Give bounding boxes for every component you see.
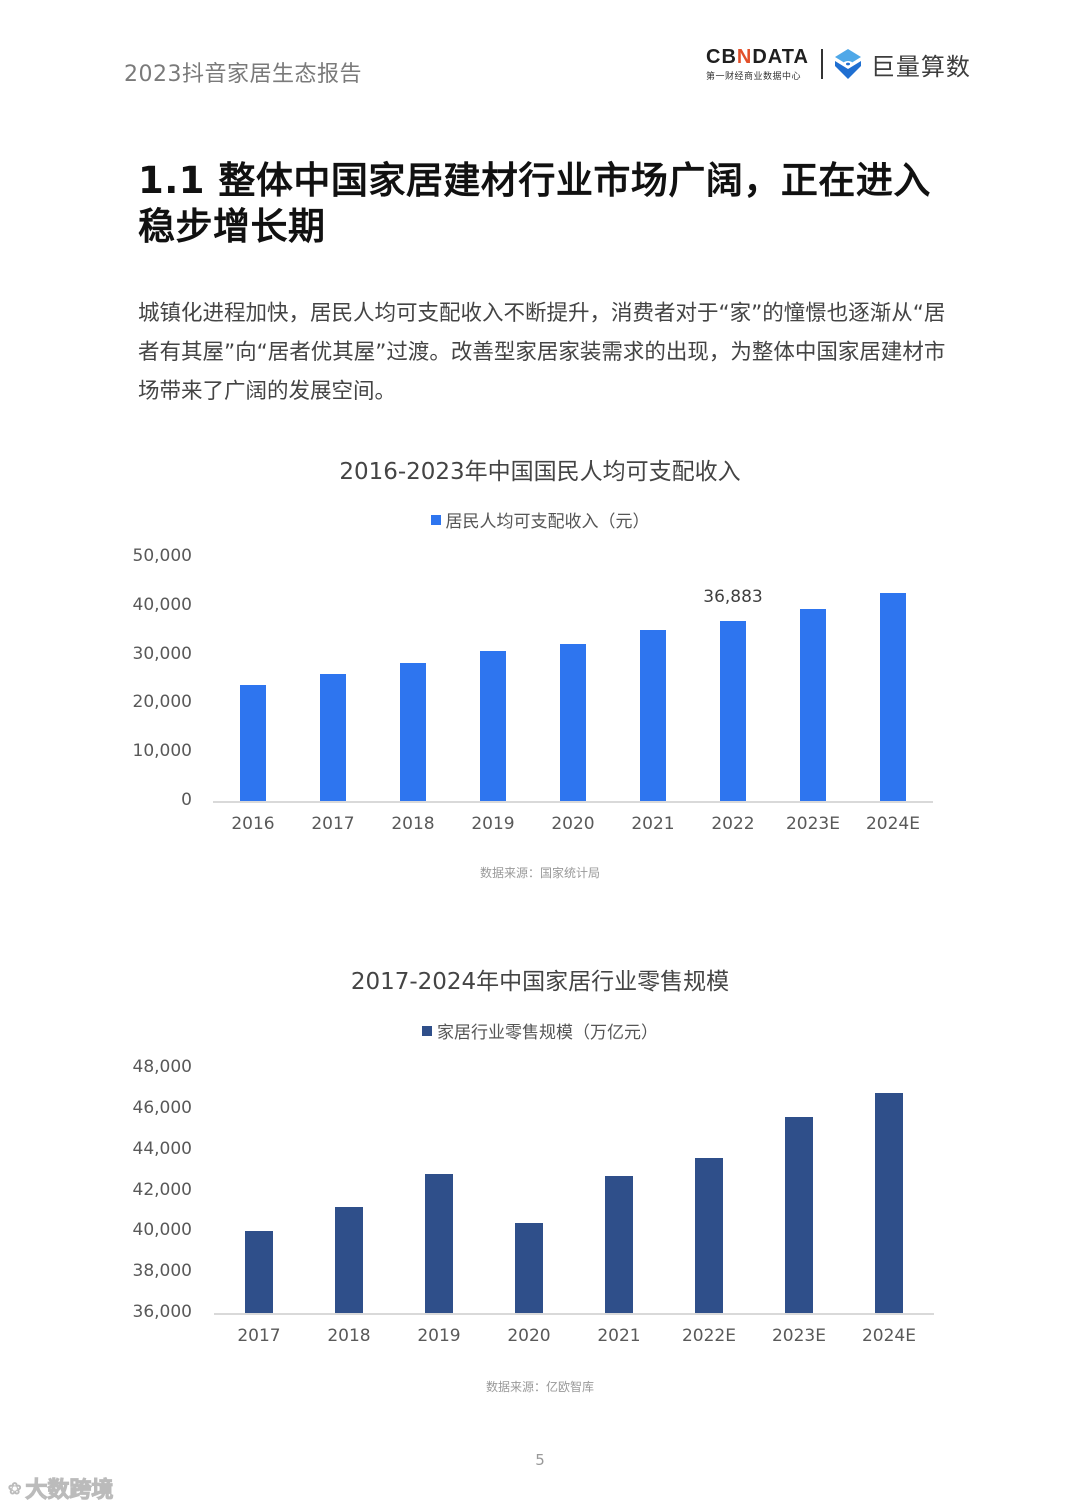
y-tick-label: 0 bbox=[181, 790, 192, 810]
y-tick-label: 40,000 bbox=[132, 1220, 192, 1241]
juliang-logo-text: 巨量算数 bbox=[870, 52, 971, 81]
chart2-source: 数据来源：亿欧智库 bbox=[485, 1380, 594, 1394]
x-tick-label: 2019 bbox=[417, 1326, 461, 1346]
bar-2017 bbox=[245, 1231, 273, 1313]
bar-2020 bbox=[515, 1223, 543, 1313]
cbn-logo-text-x: N bbox=[736, 45, 753, 68]
y-tick-label: 46,000 bbox=[132, 1097, 192, 1118]
chart2-legend-swatch bbox=[422, 1025, 432, 1036]
x-tick-label: 2021 bbox=[631, 814, 675, 834]
x-tick-label: 2023E bbox=[771, 1326, 826, 1346]
bar-2022E bbox=[695, 1157, 723, 1313]
bar-2023E bbox=[785, 1117, 813, 1313]
bar-2018 bbox=[335, 1206, 363, 1313]
section-title: 1.1 整体中国家居建材行业市场广阔，正在进入稳步增长期 bbox=[138, 159, 931, 248]
x-tick-label: 2016 bbox=[231, 814, 275, 834]
y-tick-label: 30,000 bbox=[132, 643, 192, 664]
bar-2020 bbox=[560, 643, 586, 801]
report-title: 2023抖音家居生态报告 bbox=[124, 62, 362, 87]
watermark: ❀ 大数跨境 bbox=[7, 1472, 114, 1504]
chart1-legend-label: 居民人均可支配收入（元） bbox=[445, 512, 650, 532]
y-tick-label: 50,000 bbox=[132, 546, 192, 566]
y-tick-label: 40,000 bbox=[132, 594, 192, 615]
cbn-logo-subtitle: 第一财经商业数据中心 bbox=[706, 71, 802, 82]
x-tick-label: 2022 bbox=[711, 814, 755, 834]
chart1-legend: 居民人均可支配收入（元） bbox=[0, 507, 1080, 532]
y-tick-label: 38,000 bbox=[132, 1261, 192, 1282]
x-tick-label: 2020 bbox=[551, 814, 595, 834]
x-tick-label: 2024E bbox=[865, 814, 920, 834]
cbn-logo-text-b: DATA bbox=[752, 45, 809, 68]
chart1-source: 数据来源：国家统计局 bbox=[479, 866, 600, 880]
data-label: 36,883 bbox=[703, 587, 763, 607]
bar-2022 bbox=[720, 621, 746, 801]
logo-divider bbox=[820, 49, 823, 79]
bar-2016 bbox=[240, 684, 266, 801]
watermark-icon: ❀ bbox=[7, 1478, 22, 1498]
x-tick-label: 2017 bbox=[237, 1326, 281, 1346]
bar-2019 bbox=[425, 1174, 453, 1313]
x-tick-label: 2019 bbox=[471, 814, 515, 834]
bar-2024E bbox=[875, 1092, 903, 1313]
y-tick-label: 48,000 bbox=[132, 1057, 192, 1077]
x-axis-line bbox=[214, 1313, 934, 1315]
page-number: 5 bbox=[535, 1451, 545, 1469]
cbndata-logo: CBNDATA 第一财经商业数据中心 bbox=[706, 47, 809, 82]
x-tick-label: 2022E bbox=[681, 1326, 736, 1346]
x-tick-label: 2018 bbox=[391, 814, 435, 834]
header-logos: CBNDATA 第一财经商业数据中心 巨量算数 bbox=[706, 44, 971, 84]
y-tick-label: 20,000 bbox=[132, 692, 192, 713]
x-tick-label: 2021 bbox=[597, 1326, 641, 1346]
chart2-legend: 家居行业零售规模（万亿元） bbox=[0, 1018, 1080, 1043]
chart2-title: 2017-2024年中国家居行业零售规模 bbox=[350, 969, 730, 995]
y-tick-label: 10,000 bbox=[132, 741, 192, 762]
y-tick-label: 36,000 bbox=[132, 1302, 192, 1322]
chart1-title: 2016-2023年中国国民人均可支配收入 bbox=[339, 459, 741, 485]
bar-2024E bbox=[880, 593, 906, 801]
x-tick-label: 2017 bbox=[311, 814, 355, 834]
juliang-logo-icon bbox=[834, 49, 861, 79]
bar-2017 bbox=[320, 674, 346, 801]
bar-2018 bbox=[400, 663, 426, 801]
bar-2023E bbox=[800, 609, 826, 801]
y-tick-label: 42,000 bbox=[132, 1179, 192, 1200]
bar-2021 bbox=[605, 1176, 633, 1313]
chart1-legend-swatch bbox=[430, 514, 441, 525]
x-tick-label: 2020 bbox=[507, 1326, 551, 1346]
x-tick-label: 2018 bbox=[327, 1326, 371, 1346]
watermark-text: 大数跨境 bbox=[25, 1478, 114, 1504]
y-tick-label: 44,000 bbox=[132, 1138, 192, 1159]
x-axis-line bbox=[213, 801, 933, 803]
x-tick-label: 2023E bbox=[785, 814, 840, 834]
x-tick-label: 2024E bbox=[861, 1326, 916, 1346]
bar-2019 bbox=[480, 651, 506, 801]
cbn-logo-text-a: CB bbox=[706, 45, 737, 68]
bar-2021 bbox=[640, 629, 666, 801]
intro-paragraph: 城镇化进程加快，居民人均可支配收入不断提升，消费者对于“家”的憧憬也逐渐从“居者… bbox=[138, 301, 946, 404]
chart2-legend-label: 家居行业零售规模（万亿元） bbox=[437, 1023, 658, 1043]
